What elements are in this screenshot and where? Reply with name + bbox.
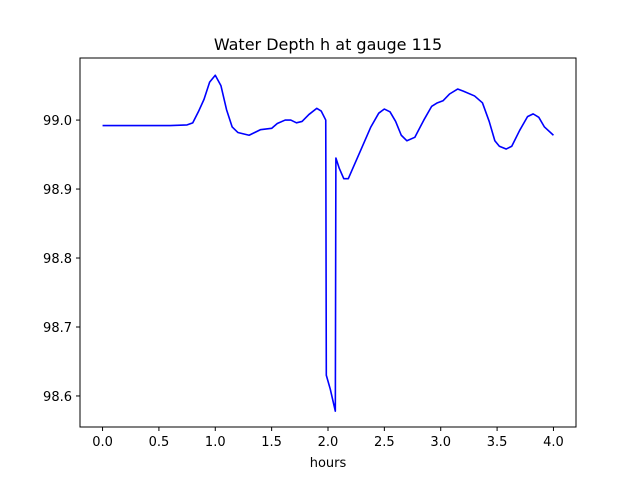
x-tick-label: 0.5 bbox=[149, 435, 170, 450]
x-tick-label: 1.5 bbox=[261, 435, 282, 450]
x-tick-label: 0.0 bbox=[92, 435, 113, 450]
x-tick-label: 3.0 bbox=[430, 435, 451, 450]
x-axis-title: hours bbox=[310, 456, 347, 471]
x-tick-label: 4.0 bbox=[543, 435, 564, 450]
y-axis: 98.6 98.7 98.8 98.9 99.0 bbox=[43, 114, 80, 405]
x-tick-label: 3.5 bbox=[487, 435, 508, 450]
y-tick-label: 98.9 bbox=[43, 183, 72, 198]
x-tick-label: 2.5 bbox=[374, 435, 395, 450]
x-tick-label: 2.0 bbox=[318, 435, 339, 450]
series-line-0 bbox=[102, 74, 554, 412]
y-tick-label: 98.6 bbox=[43, 390, 72, 405]
plot-area bbox=[102, 74, 554, 412]
y-tick-label: 99.0 bbox=[43, 114, 72, 129]
plot-frame bbox=[79, 57, 577, 428]
x-axis: 0.0 0.5 1.0 1.5 2.0 2.5 3.0 3.5 4.0 bbox=[92, 427, 564, 450]
chart-title: Water Depth h at gauge 115 bbox=[214, 35, 442, 54]
x-tick-label: 1.0 bbox=[205, 435, 226, 450]
y-tick-label: 98.8 bbox=[43, 252, 72, 267]
y-tick-label: 98.7 bbox=[43, 321, 72, 336]
